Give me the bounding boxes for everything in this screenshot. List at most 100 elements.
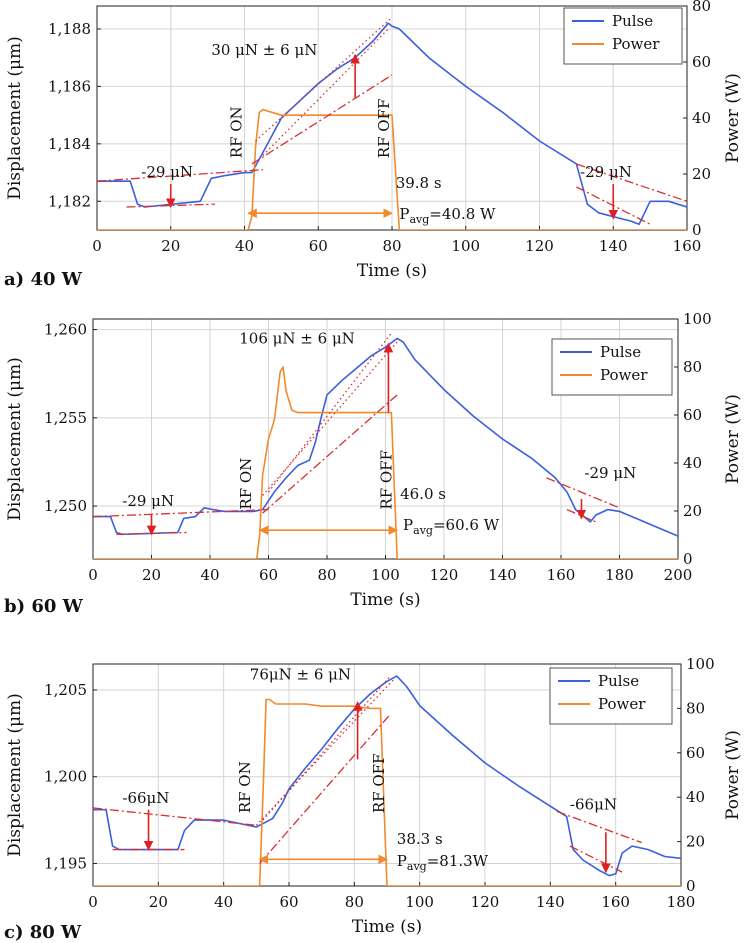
- x-tick-label: 100: [405, 893, 434, 911]
- legend: Pulse Power: [563, 7, 683, 65]
- fit-line: [126, 203, 216, 208]
- annotation: -66μN: [122, 789, 169, 807]
- y-tick-label-left: 1,205: [44, 681, 87, 699]
- series-line-power: [93, 366, 678, 559]
- panel-b: 0 20 40 60 80 100 120 140 160 180 2001,2501,2551,2…: [4, 310, 743, 617]
- x-tick-label: 80: [317, 566, 336, 584]
- y-tick-label-right: 60: [692, 53, 711, 71]
- legend-entry-pulse: Pulse: [612, 12, 653, 30]
- fit-line: [255, 679, 395, 826]
- x-tick-label: 160: [547, 566, 576, 584]
- pavg-value: =40.8 W: [429, 205, 496, 223]
- annotation: RF ON: [228, 106, 246, 158]
- x-tick-label: 0: [88, 893, 98, 911]
- y-tick-label-right: 0: [686, 877, 696, 895]
- y-tick-label-right: 20: [692, 165, 711, 183]
- x-tick-label: 40: [235, 237, 254, 255]
- plot-area: [93, 675, 681, 886]
- pavg-symbol: P: [399, 205, 409, 223]
- pavg-annotation: Pavg=81.3W: [397, 852, 489, 873]
- legend-entry-power: Power: [600, 366, 648, 384]
- y-tick-label-left: 1,200: [44, 768, 87, 786]
- legend-box: [551, 338, 673, 396]
- annotation: -29 μN: [584, 464, 636, 482]
- legend: Pulse Power: [549, 667, 673, 725]
- annotation: 39.8 s: [396, 174, 442, 192]
- y-tick-label-right: 20: [683, 502, 702, 520]
- x-tick-label: 180: [605, 566, 634, 584]
- x-axis-label: Time (s): [350, 590, 420, 610]
- fit-line: [97, 169, 263, 182]
- x-tick-label: 40: [214, 893, 233, 911]
- x-tick-label: 20: [161, 237, 180, 255]
- legend-entry-power: Power: [598, 695, 646, 713]
- legend-entry-pulse: Pulse: [600, 343, 641, 361]
- y-axis-label-right: Power (W): [723, 730, 743, 820]
- plot-area: [93, 332, 678, 559]
- y-tick-label-left: 1,260: [44, 321, 87, 339]
- fit-line: [267, 332, 392, 493]
- fit-line: [251, 74, 393, 165]
- y-tick-label-right: 80: [686, 699, 705, 717]
- fit-line: [93, 807, 257, 826]
- series-line-pulse: [97, 22, 687, 226]
- y-axis-label-right: Power (W): [723, 73, 743, 163]
- series-line-pulse: [93, 337, 678, 537]
- y-tick-label-right: 20: [686, 833, 705, 851]
- annotation: -29 μN: [141, 163, 193, 181]
- pavg-value: =60.6 W: [433, 516, 500, 534]
- y-tick-label-right: 40: [683, 454, 702, 472]
- fit-line: [576, 163, 687, 202]
- fit-line: [255, 17, 393, 142]
- legend-box: [563, 7, 683, 65]
- legend: Pulse Power: [551, 338, 673, 396]
- legend-entry-power: Power: [612, 35, 660, 53]
- fit-line: [262, 394, 398, 514]
- annotation: -29 μN: [580, 163, 632, 181]
- panel-label: c) 80 W: [4, 922, 82, 943]
- y-tick-label-right: 0: [692, 221, 702, 239]
- y-tick-label-right: 40: [692, 109, 711, 127]
- y-tick-label-left: 1,250: [44, 497, 87, 515]
- panel-label: b) 60 W: [4, 596, 84, 617]
- y-tick-label-right: 100: [683, 310, 712, 328]
- x-tick-label: 100: [451, 237, 480, 255]
- x-tick-label: 120: [525, 237, 554, 255]
- panel-c: 0 20 40 60 80 100 120 140 160 180 1,195 1,200 1,205 0…: [4, 655, 743, 943]
- fit-line: [262, 675, 391, 821]
- y-axis-label-left: Displacement (μm): [5, 36, 25, 200]
- y-tick-label-right: 60: [686, 744, 705, 762]
- y-tick-label-right: 80: [692, 0, 711, 15]
- annotation: 106 μN ± 6 μN: [239, 330, 355, 348]
- x-axis-label: Time (s): [357, 261, 427, 281]
- annotation: -66μN: [570, 796, 617, 814]
- x-tick-label: 200: [664, 566, 693, 584]
- annotation: RF OFF: [377, 450, 395, 510]
- pavg-annotation: Pavg=40.8 W: [399, 205, 496, 226]
- x-tick-label: 120: [471, 893, 500, 911]
- y-tick-label-left: 1,255: [44, 409, 87, 427]
- legend-entry-pulse: Pulse: [598, 672, 639, 690]
- x-axis-label: Time (s): [352, 917, 422, 937]
- x-tick-label: 140: [599, 237, 628, 255]
- panel-label: a) 40 W: [4, 269, 83, 290]
- series-line-power: [93, 698, 681, 886]
- pavg-symbol: P: [397, 852, 407, 870]
- x-tick-label: 0: [92, 237, 102, 255]
- x-tick-label: 100: [371, 566, 400, 584]
- x-tick-label: 60: [309, 237, 328, 255]
- pavg-symbol: P: [403, 516, 413, 534]
- x-tick-label: 80: [345, 893, 364, 911]
- x-tick-label: 140: [536, 893, 565, 911]
- panel-a: 0 20 40 60 80 100 120 140 160 1,182 1,184 1,186 1,18…: [4, 0, 743, 290]
- y-tick-label-left: 1,188: [48, 20, 91, 38]
- y-tick-label-right: 40: [686, 788, 705, 806]
- x-tick-label: 40: [200, 566, 219, 584]
- y-tick-label-right: 100: [686, 655, 715, 673]
- annotation: 30 μN ± 6 μN: [211, 41, 317, 59]
- x-tick-label: 80: [382, 237, 401, 255]
- pavg-subscript: avg: [413, 524, 433, 537]
- x-tick-label: 160: [601, 893, 630, 911]
- legend-box: [549, 667, 673, 725]
